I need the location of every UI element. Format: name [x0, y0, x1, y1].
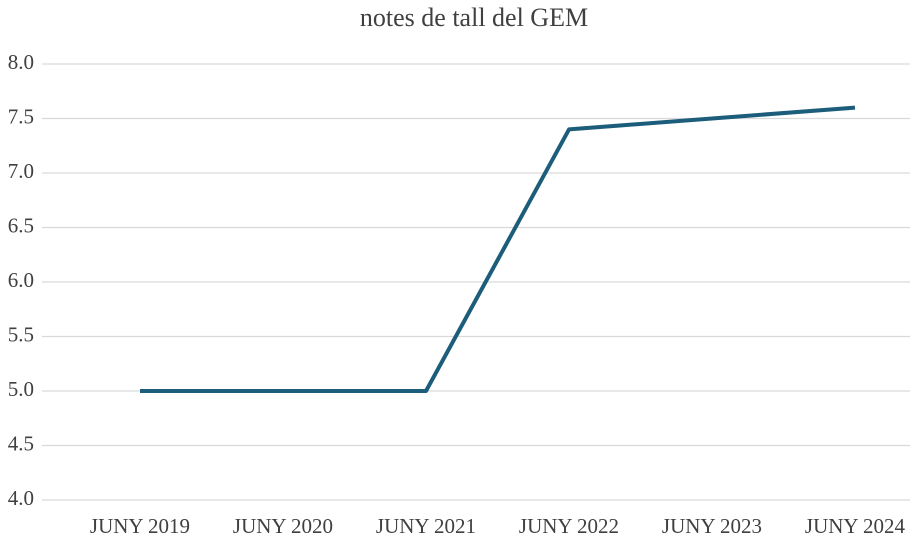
y-tick-label: 5.5 [8, 322, 34, 346]
y-tick-label: 5.0 [8, 377, 34, 401]
x-tick-label: JUNY 2022 [519, 514, 619, 538]
x-tick-label: JUNY 2019 [90, 514, 190, 538]
y-tick-label: 6.0 [8, 268, 34, 292]
x-tick-label: JUNY 2023 [662, 514, 762, 538]
chart-title: notes de tall del GEM [360, 3, 588, 32]
line-series [140, 105, 856, 393]
y-tick-label: 8.0 [8, 50, 34, 74]
x-tick-label: JUNY 2024 [805, 514, 906, 538]
y-tick-label: 6.5 [8, 213, 34, 237]
y-tick-label: 4.5 [8, 431, 34, 455]
x-tick-label: JUNY 2021 [376, 514, 476, 538]
y-tick-label: 7.5 [8, 104, 34, 128]
x-tick-label: JUNY 2020 [233, 514, 333, 538]
y-tick-label: 4.0 [8, 486, 34, 510]
y-tick-label: 7.0 [8, 159, 34, 183]
